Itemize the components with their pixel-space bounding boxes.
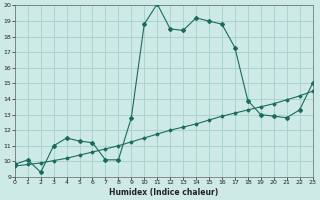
X-axis label: Humidex (Indice chaleur): Humidex (Indice chaleur) bbox=[109, 188, 218, 197]
